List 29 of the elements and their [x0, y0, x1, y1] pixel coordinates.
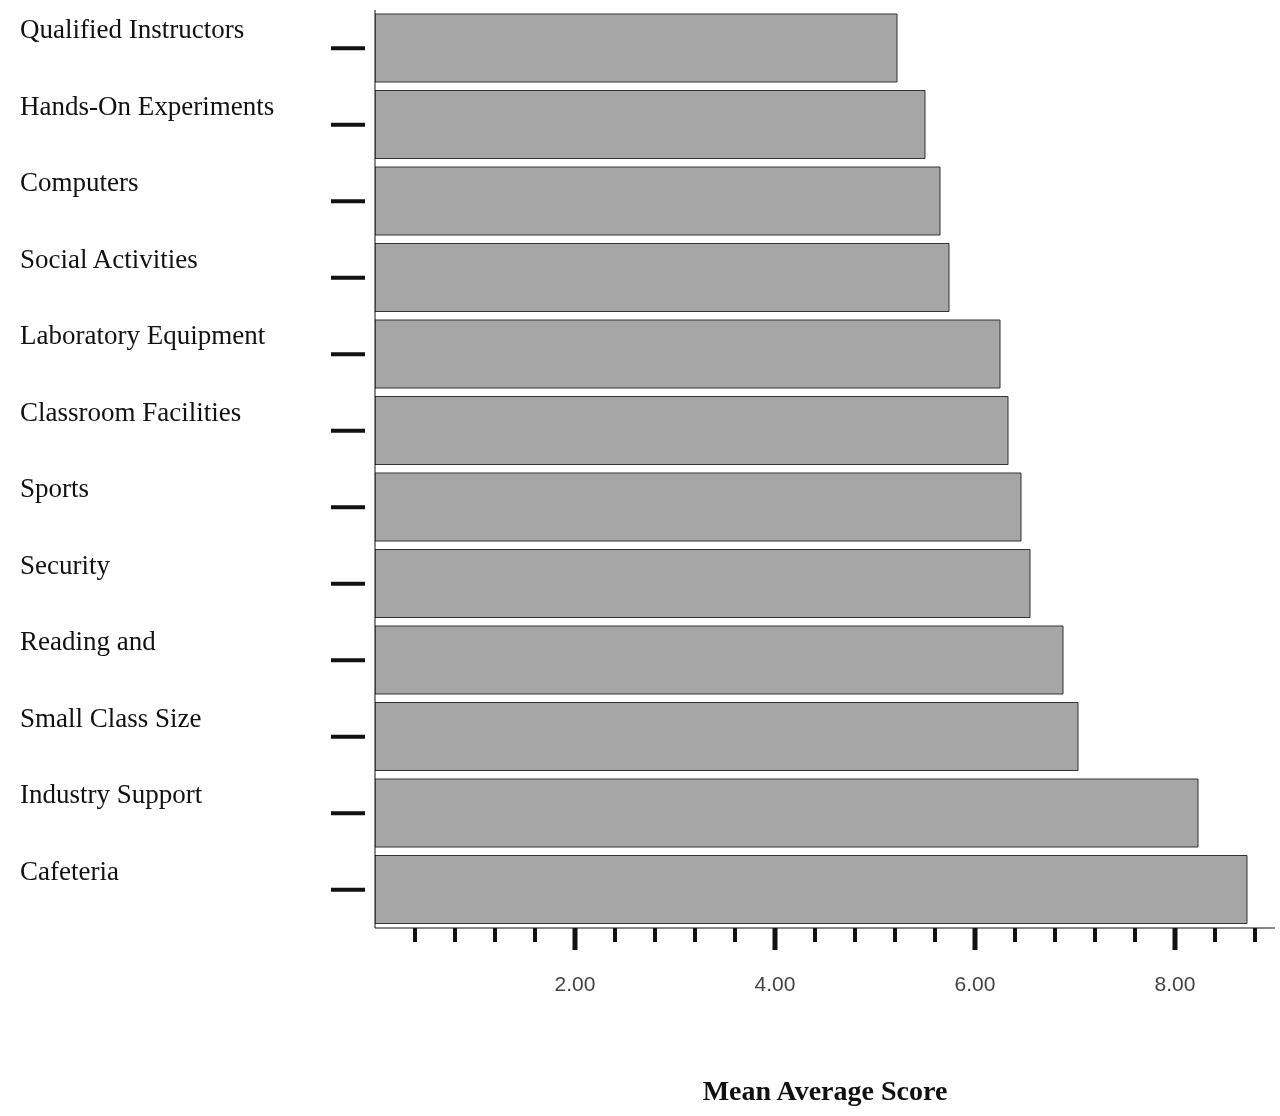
y-tick-label: Computers	[20, 167, 139, 198]
x-tick-label: 2.00	[554, 972, 596, 995]
y-tick-label: Industry Support	[20, 779, 203, 810]
y-tick-label: Qualified Instructors	[20, 14, 245, 45]
bar	[375, 396, 1009, 465]
y-tick-label: Reading and	[20, 626, 157, 657]
x-tick-label: 4.00	[754, 972, 796, 995]
y-tick-label: Classroom Facilities	[20, 396, 242, 427]
bar	[375, 13, 898, 83]
bar	[375, 319, 1001, 389]
y-tick-label: Small Class Size	[20, 702, 202, 733]
bar	[375, 243, 950, 312]
y-tick-label: Laboratory Equipment	[20, 320, 266, 351]
y-tick-label: Hands-On Experiments	[20, 90, 275, 121]
bar	[375, 549, 1031, 618]
bar	[375, 625, 1064, 695]
bar	[375, 472, 1022, 542]
bar	[375, 778, 1199, 848]
x-tick-label: 6.00	[954, 972, 996, 995]
bar	[375, 166, 941, 236]
bar	[375, 855, 1248, 924]
bar	[375, 90, 926, 159]
y-tick-label: Cafeteria	[20, 855, 119, 886]
x-tick-label: 8.00	[1154, 972, 1196, 995]
bar	[375, 702, 1079, 771]
x-axis-title: Mean Average Score	[702, 1075, 948, 1106]
y-tick-label: Social Activities	[20, 243, 198, 274]
y-tick-label: Security	[20, 549, 111, 580]
y-tick-label: Sports	[20, 473, 90, 504]
